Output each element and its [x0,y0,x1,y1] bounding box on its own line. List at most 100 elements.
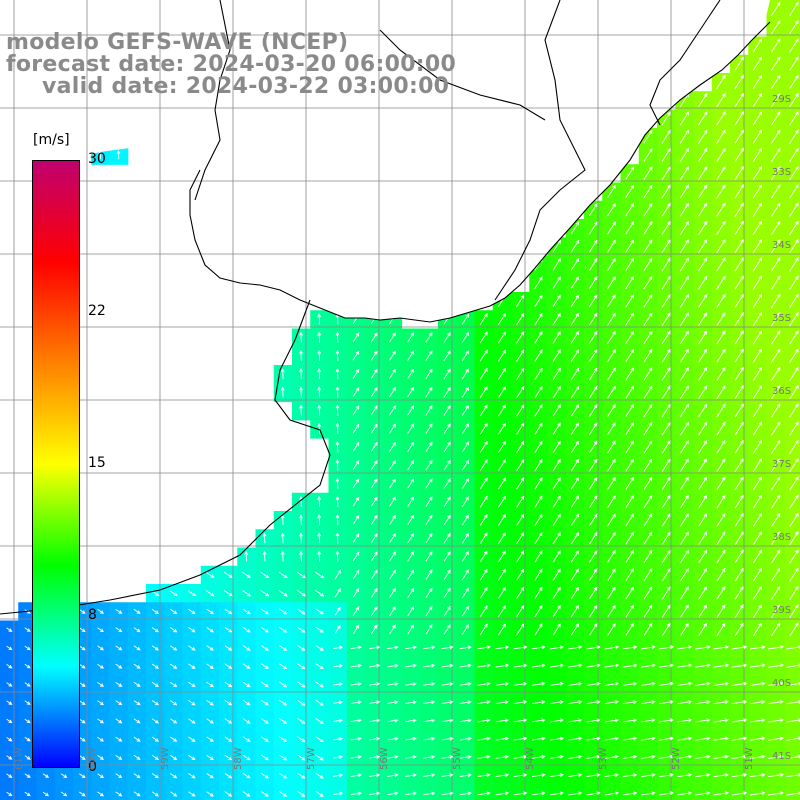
colorbar [32,160,80,768]
wind-arrow [24,718,31,724]
wind-arrow [115,718,123,724]
wind-arrow [568,736,583,741]
wind-arrow [405,736,417,741]
wind-arrow [570,477,579,490]
wind-arrow [752,129,763,144]
wind-arrow [625,221,635,235]
wind-arrow [568,700,583,705]
wind-arrow [335,532,340,544]
wind-arrow [513,718,528,723]
wind-arrow [534,623,543,636]
wind-arrow [643,622,653,636]
wind-arrow [531,754,546,759]
wind-arrow [477,645,491,650]
wind-arrow [350,791,362,796]
wind-arrow [789,166,799,181]
wind-arrow [771,257,781,272]
wind-arrow [423,773,436,778]
wind-arrow [752,166,763,181]
colorbar-tick-30: 30 [88,151,106,167]
wind-arrow [570,440,580,454]
wind-arrow [513,645,528,650]
wind-arrow [734,293,744,308]
wind-arrow [370,606,378,617]
wind-arrow [317,349,322,362]
wind-arrow [677,700,693,705]
wind-arrow [368,645,381,650]
wind-arrow [335,386,340,398]
wind-arrow [461,350,469,362]
wind-arrow [224,626,233,633]
wind-arrow [589,531,598,545]
wind-arrow [713,754,729,759]
wind-arrow [242,718,251,724]
wind-arrow [79,700,86,706]
wind-arrow [698,312,708,326]
wind-arrow [133,773,141,779]
wind-arrow [734,239,744,254]
wind-arrow [299,514,303,526]
wind-arrow [352,624,360,635]
wind-arrow [768,681,785,686]
wind-arrow [661,422,671,436]
wind-arrow [695,791,711,796]
wind-arrow [698,385,708,399]
wind-arrow [531,718,546,723]
wind-arrow [752,111,763,126]
wind-arrow [242,571,251,579]
wind-arrow [333,773,343,778]
wind-arrow [586,700,601,705]
wind-arrow [625,476,634,490]
wind-arrow [443,368,451,380]
wind-arrow [716,93,726,108]
wind-arrow [661,458,671,472]
wind-arrow [423,791,436,796]
colorbar-tick-15: 15 [88,455,106,471]
wind-arrow [789,476,799,491]
wind-arrow [461,386,469,398]
wind-arrow [405,682,417,686]
wind-arrow [716,165,726,181]
wind-arrow [789,38,799,53]
wind-arrow [297,699,306,706]
wind-arrow [552,623,561,636]
wind-arrow [752,586,762,600]
wind-arrow [479,550,488,563]
wind-arrow [513,791,528,796]
wind-arrow [534,440,543,453]
wind-arrow [622,700,638,705]
wind-arrow [370,332,378,343]
wind-arrow [443,423,451,434]
wind-arrow [771,512,781,527]
wind-arrow [297,718,306,724]
wind-arrow [352,314,360,325]
wind-arrow [734,567,744,582]
wind-arrow [425,441,433,453]
wind-arrow [680,494,689,509]
wind-arrow [317,532,322,544]
wind-arrow [789,202,799,217]
wind-arrow [625,549,634,563]
lon-label-61w: 61W [14,747,25,770]
wind-arrow [643,440,653,454]
wind-arrow [244,550,249,562]
wind-arrow [260,645,269,651]
wind-arrow [315,699,324,706]
wind-arrow [713,736,729,741]
wind-arrow [242,590,251,597]
wind-arrow [752,312,763,327]
wind-arrow [516,477,525,490]
wind-arrow [133,718,141,724]
wind-arrow [771,93,781,108]
wind-arrow [771,129,781,144]
wind-arrow [734,74,744,89]
field-cell [602,784,622,800]
wind-arrow [789,385,799,400]
wind-arrow [389,441,396,452]
wind-arrow [734,147,744,162]
wind-arrow [317,514,322,526]
wind-arrow [716,421,726,436]
wind-arrow [734,622,744,637]
field-cell [310,784,330,800]
wind-arrow [552,440,561,454]
